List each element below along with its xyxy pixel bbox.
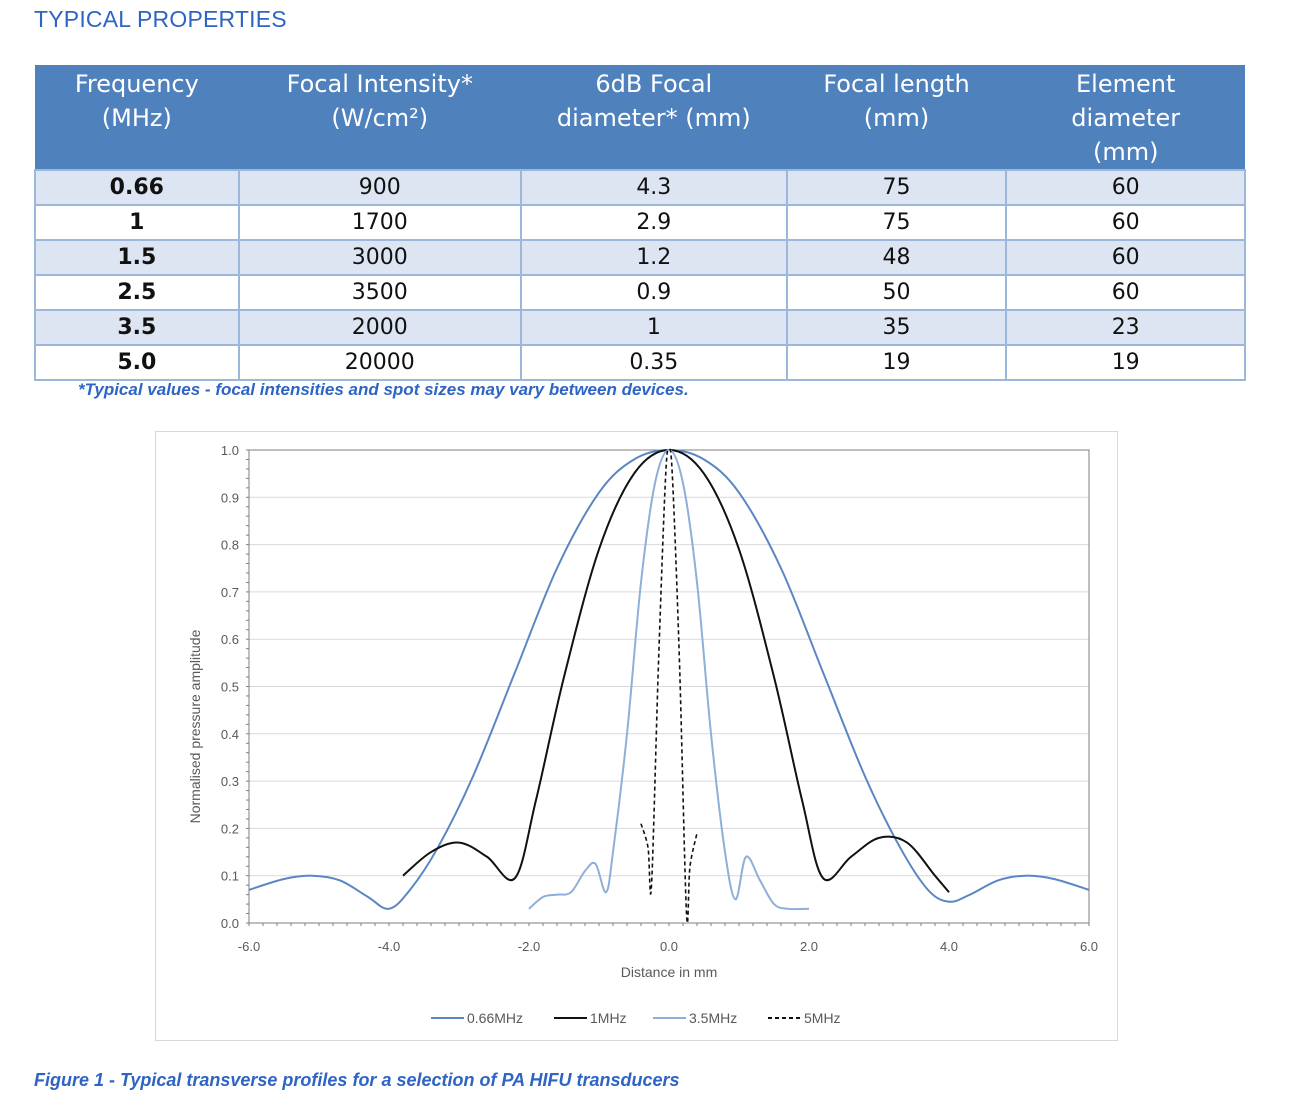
cell-focal-diameter: 1 [519,309,788,346]
cell-element-diameter: 23 [1005,309,1246,346]
legend-label-1mhz: 1MHz [590,1010,627,1026]
figure-caption: Figure 1 - Typical transverse profiles f… [34,1070,680,1090]
y-tick-label: 0.7 [221,585,239,600]
table-row: 1 1700 2.9 75 60 [34,204,1246,241]
cell-focal-length: 19 [785,344,1008,381]
cell-frequency: 3.5 [34,309,240,346]
cell-focal-diameter: 1.2 [519,239,788,276]
cell-frequency: 2.5 [34,274,240,311]
cell-focal-intensity: 1700 [237,204,522,241]
cell-focal-diameter: 0.35 [519,344,788,381]
table-row: 0.66 900 4.3 75 60 [34,169,1246,206]
table-row: 2.5 3500 0.9 50 60 [34,274,1246,311]
cell-focal-intensity: 900 [237,169,522,206]
profile-chart: 0.0 0.1 0.2 0.3 0.4 0.5 0.6 0.7 0.8 0.9 1.0 -6.0 -4.… [187,443,1098,1026]
y-tick-label: 0.5 [221,680,239,695]
series-line-3.5mhz [528,449,810,911]
y-tick-label: 0.6 [221,632,239,647]
cell-focal-intensity: 2000 [237,309,522,346]
x-tick-label: 4.0 [940,939,958,954]
series-line-5mhz [640,448,698,924]
legend-label-3.5mhz: 3.5MHz [689,1010,737,1026]
header-focal-intensity: Focal Intensity* (W/cm²) [238,65,521,170]
cell-focal-length: 35 [785,309,1008,346]
cell-focal-diameter: 2.9 [519,204,788,241]
cell-focal-diameter: 4.3 [519,169,788,206]
cell-frequency: 5.0 [34,344,240,381]
cell-focal-diameter: 0.9 [519,274,788,311]
cell-frequency: 1 [34,204,240,241]
y-tick-label: 0.9 [221,490,239,505]
table-row: 1.5 3000 1.2 48 60 [34,239,1246,276]
y-tick-label: 0.1 [221,869,239,884]
x-tick-label: 2.0 [800,939,818,954]
cell-focal-intensity: 20000 [237,344,522,381]
cell-element-diameter: 60 [1005,169,1246,206]
cell-frequency: 1.5 [34,239,240,276]
cell-focal-length: 48 [785,239,1008,276]
table-footnote: *Typical values - focal intensities and … [78,380,689,399]
properties-table: Frequency (MHz) Focal Intensity* (W/cm²)… [34,65,1246,381]
cell-element-diameter: 19 [1005,344,1246,381]
y-axis-title: Normalised pressure amplitude [187,629,203,823]
cell-focal-intensity: 3000 [237,239,522,276]
table-row: 5.0 20000 0.35 19 19 [34,344,1246,381]
x-tick-label: 0.0 [660,939,678,954]
y-tick-label: 0.0 [221,916,239,931]
cell-focal-length: 75 [785,169,1008,206]
x-tick-label: -2.0 [518,939,540,954]
legend-label-5mhz: 5MHz [804,1010,841,1026]
y-tick-label: 1.0 [221,443,239,458]
cell-focal-length: 50 [785,274,1008,311]
header-element-diameter: Element diameter (mm) [1006,65,1245,170]
header-focal-diameter: 6dB Focal diameter* (mm) [520,65,787,170]
x-tick-label: -6.0 [238,939,260,954]
cell-element-diameter: 60 [1005,204,1246,241]
cell-element-diameter: 60 [1005,274,1246,311]
y-tick-label: 0.8 [221,538,239,553]
y-tick-label: 0.3 [221,774,239,789]
x-tick-label: -4.0 [378,939,400,954]
series-line-1mhz [402,449,950,893]
header-frequency: Frequency (MHz) [35,65,239,170]
table-row: 3.5 2000 1 35 23 [34,309,1246,346]
table-header-row: Frequency (MHz) Focal Intensity* (W/cm²)… [35,65,1245,170]
series-line-0.66mhz [248,449,1090,910]
y-tick-label: 0.2 [221,821,239,836]
cell-focal-length: 75 [785,204,1008,241]
legend-label-0.66mhz: 0.66MHz [467,1010,523,1026]
chart-frame: 0.0 0.1 0.2 0.3 0.4 0.5 0.6 0.7 0.8 0.9 1.0 -6.0 -4.… [155,431,1118,1041]
cell-frequency: 0.66 [34,169,240,206]
x-tick-label: 6.0 [1080,939,1098,954]
cell-element-diameter: 60 [1005,239,1246,276]
section-heading: TYPICAL PROPERTIES [34,6,287,32]
x-axis-title: Distance in mm [621,964,717,980]
header-focal-length: Focal length (mm) [786,65,1007,170]
y-tick-label: 0.4 [221,727,239,742]
cell-focal-intensity: 3500 [237,274,522,311]
